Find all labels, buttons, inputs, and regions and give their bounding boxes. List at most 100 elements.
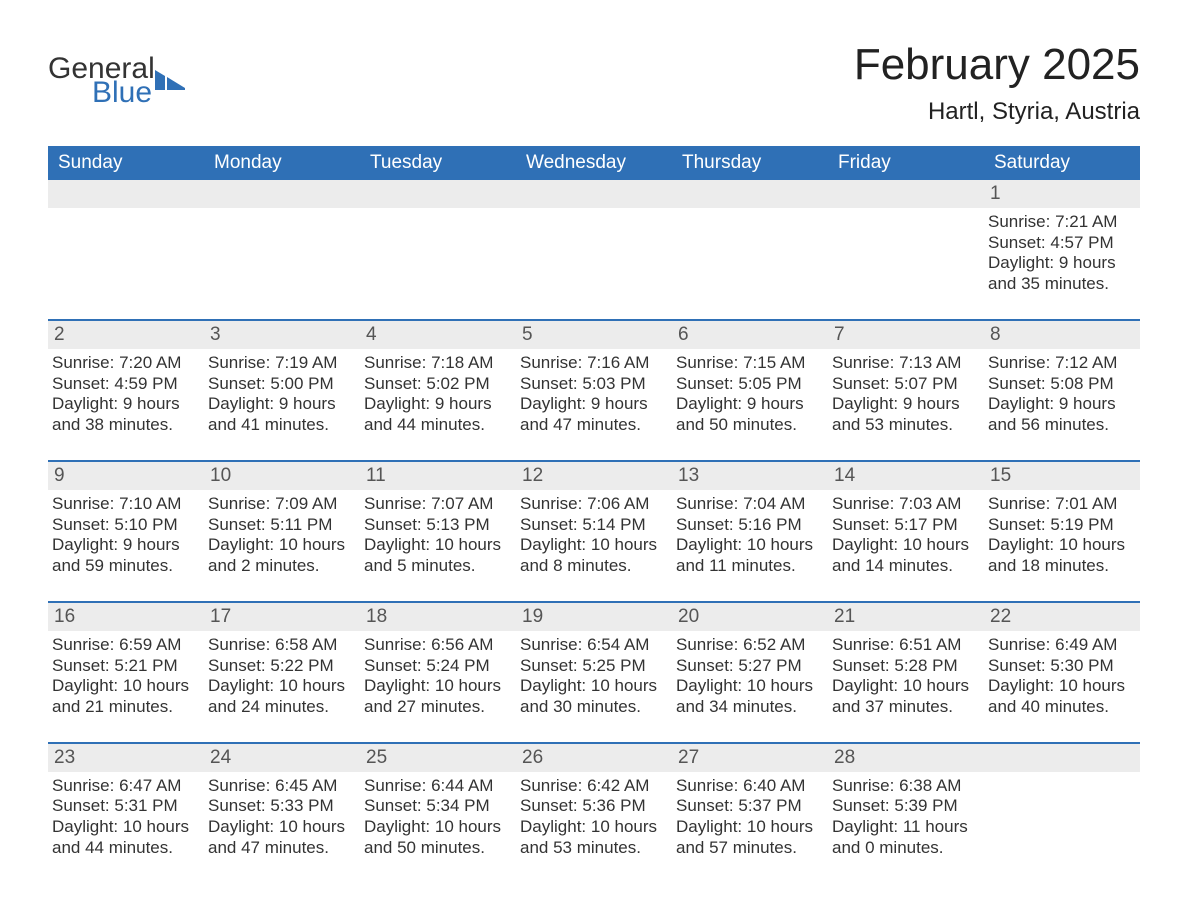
day-number: 18 <box>360 603 516 631</box>
day-info: Sunrise: 6:51 AMSunset: 5:28 PMDaylight:… <box>830 635 978 718</box>
daylight-text: Daylight: 10 hours and 8 minutes. <box>520 535 666 576</box>
sunrise-text: Sunrise: 6:56 AM <box>364 635 510 656</box>
daylight-text: Daylight: 10 hours and 34 minutes. <box>676 676 822 717</box>
day-number: 12 <box>516 462 672 490</box>
daylight-text: Daylight: 9 hours and 56 minutes. <box>988 394 1134 435</box>
day-info: Sunrise: 7:18 AMSunset: 5:02 PMDaylight:… <box>362 353 510 436</box>
daylight-text: Daylight: 10 hours and 53 minutes. <box>520 817 666 858</box>
day-number: 5 <box>516 321 672 349</box>
sunrise-text: Sunrise: 7:01 AM <box>988 494 1134 515</box>
day-cell: 10Sunrise: 7:09 AMSunset: 5:11 PMDayligh… <box>204 462 360 601</box>
day-number: 28 <box>828 744 984 772</box>
day-number: 10 <box>204 462 360 490</box>
daylight-text: Daylight: 9 hours and 38 minutes. <box>52 394 198 435</box>
day-number: 27 <box>672 744 828 772</box>
day-info: Sunrise: 7:20 AMSunset: 4:59 PMDaylight:… <box>50 353 198 436</box>
day-cell: 6Sunrise: 7:15 AMSunset: 5:05 PMDaylight… <box>672 321 828 460</box>
calendar: SundayMondayTuesdayWednesdayThursdayFrid… <box>48 146 1140 883</box>
sunset-text: Sunset: 5:33 PM <box>208 796 354 817</box>
day-cell <box>984 744 1140 883</box>
day-info: Sunrise: 7:15 AMSunset: 5:05 PMDaylight:… <box>674 353 822 436</box>
logo: General Blue <box>48 40 187 105</box>
day-cell: 14Sunrise: 7:03 AMSunset: 5:17 PMDayligh… <box>828 462 984 601</box>
day-number <box>48 180 204 208</box>
sunrise-text: Sunrise: 6:38 AM <box>832 776 978 797</box>
day-cell <box>516 180 672 319</box>
day-number: 21 <box>828 603 984 631</box>
day-number: 8 <box>984 321 1140 349</box>
day-cell: 20Sunrise: 6:52 AMSunset: 5:27 PMDayligh… <box>672 603 828 742</box>
daylight-text: Daylight: 10 hours and 24 minutes. <box>208 676 354 717</box>
day-number: 26 <box>516 744 672 772</box>
sunset-text: Sunset: 5:19 PM <box>988 515 1134 536</box>
day-number: 17 <box>204 603 360 631</box>
dow-cell: Thursday <box>672 146 828 180</box>
day-number <box>828 180 984 208</box>
day-cell: 22Sunrise: 6:49 AMSunset: 5:30 PMDayligh… <box>984 603 1140 742</box>
day-cell: 5Sunrise: 7:16 AMSunset: 5:03 PMDaylight… <box>516 321 672 460</box>
day-number: 23 <box>48 744 204 772</box>
sunrise-text: Sunrise: 7:12 AM <box>988 353 1134 374</box>
week-row: 9Sunrise: 7:10 AMSunset: 5:10 PMDaylight… <box>48 460 1140 601</box>
sunrise-text: Sunrise: 6:49 AM <box>988 635 1134 656</box>
daylight-text: Daylight: 10 hours and 47 minutes. <box>208 817 354 858</box>
daylight-text: Daylight: 10 hours and 57 minutes. <box>676 817 822 858</box>
day-cell: 23Sunrise: 6:47 AMSunset: 5:31 PMDayligh… <box>48 744 204 883</box>
sunset-text: Sunset: 5:31 PM <box>52 796 198 817</box>
day-number <box>516 180 672 208</box>
flag-icon <box>155 70 187 97</box>
daylight-text: Daylight: 9 hours and 59 minutes. <box>52 535 198 576</box>
sunset-text: Sunset: 5:37 PM <box>676 796 822 817</box>
day-info: Sunrise: 7:13 AMSunset: 5:07 PMDaylight:… <box>830 353 978 436</box>
day-number: 24 <box>204 744 360 772</box>
day-cell <box>360 180 516 319</box>
day-info: Sunrise: 7:07 AMSunset: 5:13 PMDaylight:… <box>362 494 510 577</box>
day-info: Sunrise: 6:58 AMSunset: 5:22 PMDaylight:… <box>206 635 354 718</box>
day-cell <box>204 180 360 319</box>
dow-cell: Tuesday <box>360 146 516 180</box>
daylight-text: Daylight: 10 hours and 21 minutes. <box>52 676 198 717</box>
day-number <box>204 180 360 208</box>
day-cell: 15Sunrise: 7:01 AMSunset: 5:19 PMDayligh… <box>984 462 1140 601</box>
day-cell: 21 Sunrise: 6:51 AMSunset: 5:28 PMDayligh… <box>828 603 984 742</box>
sunset-text: Sunset: 5:17 PM <box>832 515 978 536</box>
day-number: 13 <box>672 462 828 490</box>
day-cell: 28Sunrise: 6:38 AMSunset: 5:39 PMDayligh… <box>828 744 984 883</box>
sunrise-text: Sunrise: 6:42 AM <box>520 776 666 797</box>
sunset-text: Sunset: 5:08 PM <box>988 374 1134 395</box>
daylight-text: Daylight: 10 hours and 30 minutes. <box>520 676 666 717</box>
day-cell: 8 Sunrise: 7:12 AMSunset: 5:08 PMDaylight… <box>984 321 1140 460</box>
sunset-text: Sunset: 5:07 PM <box>832 374 978 395</box>
sunset-text: Sunset: 5:13 PM <box>364 515 510 536</box>
daylight-text: Daylight: 9 hours and 44 minutes. <box>364 394 510 435</box>
day-number <box>984 744 1140 772</box>
sunrise-text: Sunrise: 7:18 AM <box>364 353 510 374</box>
sunrise-text: Sunrise: 7:19 AM <box>208 353 354 374</box>
day-number: 9 <box>48 462 204 490</box>
day-info: Sunrise: 6:56 AMSunset: 5:24 PMDaylight:… <box>362 635 510 718</box>
day-cell: 1Sunrise: 7:21 AMSunset: 4:57 PMDaylight… <box>984 180 1140 319</box>
sunset-text: Sunset: 5:14 PM <box>520 515 666 536</box>
day-info: Sunrise: 7:01 AMSunset: 5:19 PMDaylight:… <box>986 494 1134 577</box>
daylight-text: Daylight: 10 hours and 5 minutes. <box>364 535 510 576</box>
sunrise-text: Sunrise: 6:54 AM <box>520 635 666 656</box>
sunset-text: Sunset: 5:03 PM <box>520 374 666 395</box>
day-cell: 24 Sunrise: 6:45 AMSunset: 5:33 PMDayligh… <box>204 744 360 883</box>
sunrise-text: Sunrise: 6:40 AM <box>676 776 822 797</box>
day-info: Sunrise: 6:49 AMSunset: 5:30 PMDaylight:… <box>986 635 1134 718</box>
day-number: 4 <box>360 321 516 349</box>
dow-cell: Wednesday <box>516 146 672 180</box>
dow-cell: Saturday <box>984 146 1140 180</box>
sunrise-text: Sunrise: 6:59 AM <box>52 635 198 656</box>
week-row: 1Sunrise: 7:21 AMSunset: 4:57 PMDaylight… <box>48 180 1140 319</box>
dow-cell: Sunday <box>48 146 204 180</box>
day-info: Sunrise: 6:45 AMSunset: 5:33 PMDaylight:… <box>206 776 354 859</box>
sunset-text: Sunset: 5:10 PM <box>52 515 198 536</box>
daylight-text: Daylight: 10 hours and 27 minutes. <box>364 676 510 717</box>
daylight-text: Daylight: 10 hours and 11 minutes. <box>676 535 822 576</box>
sunset-text: Sunset: 5:21 PM <box>52 656 198 677</box>
sunset-text: Sunset: 5:00 PM <box>208 374 354 395</box>
sunrise-text: Sunrise: 6:58 AM <box>208 635 354 656</box>
day-cell: 18 Sunrise: 6:56 AMSunset: 5:24 PMDayligh… <box>360 603 516 742</box>
sunset-text: Sunset: 5:05 PM <box>676 374 822 395</box>
